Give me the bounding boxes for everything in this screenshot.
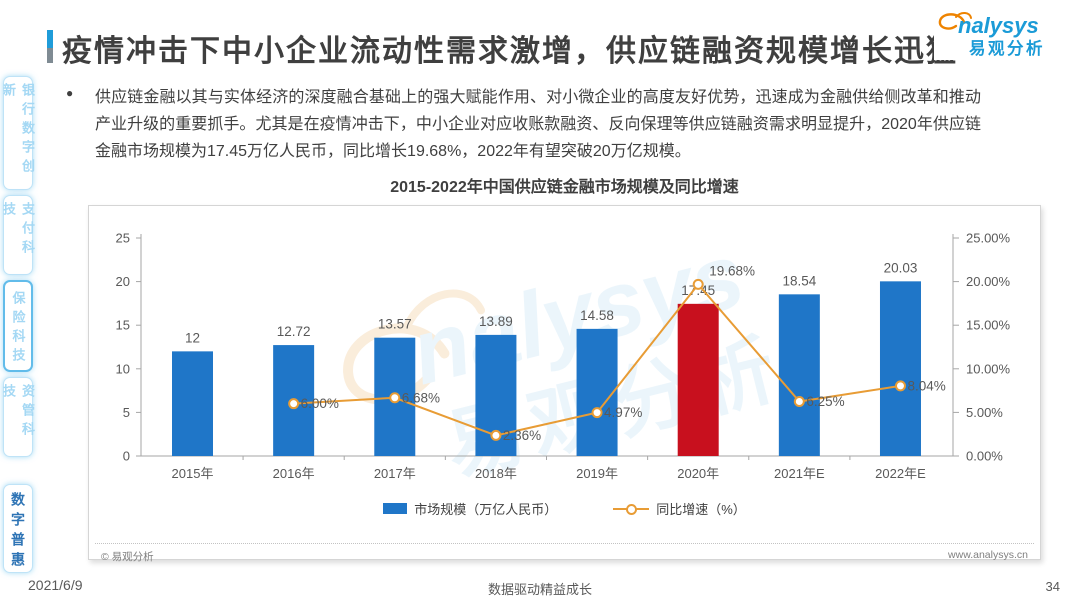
left-axis-tick-label: 25 xyxy=(116,231,130,246)
intro-paragraph: 供应链金融以其与实体经济的深度融合基础上的强大赋能作用、对小微企业的高度友好优势… xyxy=(95,89,981,160)
bar-value-label: 13.57 xyxy=(378,317,412,332)
chart-legend: 市场规模（万亿人民币） 同比增速（%） xyxy=(89,499,1040,518)
line-point-2021年E xyxy=(793,396,805,407)
sidebar-item-digital-inclusion[interactable]: 数字普惠 xyxy=(3,484,33,573)
card-divider xyxy=(95,543,1034,544)
left-axis-tick-label: 20 xyxy=(116,274,130,289)
logo-cn-text: 易观分析 xyxy=(969,38,1045,58)
line-point-2022年E xyxy=(894,380,906,392)
line-point-2016年 xyxy=(288,398,300,410)
line-value-label: 6.00% xyxy=(301,396,339,411)
x-axis-label: 2016年 xyxy=(273,466,315,481)
bar-swatch-icon xyxy=(383,503,408,514)
card-footer: © 易观分析 www.analysys.cn xyxy=(101,549,1028,564)
bar-value-label: 14.58 xyxy=(580,308,614,323)
sidebar-item-payment-tech[interactable]: 支付科技 xyxy=(1,195,35,275)
logo-brand-text: nalysys xyxy=(958,13,1039,38)
line-swatch-icon xyxy=(613,503,650,515)
line-value-label: 4.97% xyxy=(604,405,642,420)
line-value-label: 2.36% xyxy=(503,428,541,443)
legend-label: 市场规模（万亿人民币） xyxy=(414,502,558,517)
left-axis-tick-label: 10 xyxy=(116,361,130,376)
right-axis-tick-label: 15.00% xyxy=(966,318,1011,333)
right-axis-tick-label: 20.00% xyxy=(966,274,1011,289)
left-axis-tick-label: 5 xyxy=(123,405,130,420)
right-axis-tick-label: 0.00% xyxy=(966,449,1003,464)
x-axis-label: 2019年 xyxy=(576,466,618,481)
bar-2015年 xyxy=(172,351,213,456)
analysys-logo-swoosh xyxy=(938,12,972,30)
line-value-label: 19.68% xyxy=(709,263,755,278)
bar-value-label: 13.89 xyxy=(479,314,513,329)
right-axis-tick-label: 10.00% xyxy=(966,361,1011,376)
page-title: 疫情冲击下中小企业流动性需求激增，供应链融资规模增长迅猛 xyxy=(62,35,958,68)
line-value-label: 8.04% xyxy=(907,378,945,393)
x-axis-label: 2018年 xyxy=(475,466,517,481)
x-axis-label: 2021年E xyxy=(774,466,825,481)
chart-source: © 易观分析 xyxy=(101,551,154,563)
x-axis-label: 2022年E xyxy=(875,466,926,481)
bullet-icon: ● xyxy=(66,86,74,100)
x-axis-label: 2015年 xyxy=(172,466,214,481)
bar-2020年 xyxy=(677,303,719,456)
chart-plot: 0 5 10 15 20 25 0.00% 5.00% 10.00% 15.00% 20.00% 25… xyxy=(116,231,1011,482)
legend-item-growth-rate: 同比增速（%） xyxy=(613,499,746,518)
line-point-2020年 xyxy=(692,278,704,290)
chart-card: nalysys 易观分析 05101520250.00%5.00%10.00%1… xyxy=(88,205,1041,563)
footer-slogan: 数据驱动精益成长 xyxy=(487,582,592,597)
analysys-logo: nalysys 易观分析 xyxy=(934,10,1066,60)
line-value-label: 6.68% xyxy=(402,390,440,405)
line-point-2018年 xyxy=(490,429,502,441)
x-axis-label: 2017年 xyxy=(374,466,416,481)
footer-date: 2021/6/9 xyxy=(28,577,83,593)
bar-2022年E xyxy=(879,281,921,456)
bar-value-label: 12.72 xyxy=(277,324,311,339)
left-axis-tick-label: 0 xyxy=(123,449,130,464)
sidebar-item-bank-digital[interactable]: 银行数字创新 xyxy=(1,76,35,190)
right-axis-tick-label: 25.00% xyxy=(966,231,1011,246)
analysys-site-link[interactable]: www.analysys.cn xyxy=(948,549,1028,561)
page-number: 34 xyxy=(1045,579,1060,594)
sidebar-item-insurance-tech[interactable]: 保险科技 xyxy=(3,280,33,372)
line-point-2019年 xyxy=(591,407,603,419)
legend-label: 同比增速（%） xyxy=(656,502,746,517)
bar-value-label: 12 xyxy=(185,330,200,345)
bar-value-label: 18.54 xyxy=(782,273,816,288)
x-axis-label: 2020年 xyxy=(677,466,719,481)
right-axis-tick-label: 5.00% xyxy=(966,405,1003,420)
bar-value-label: 20.03 xyxy=(884,260,918,275)
legend-item-market-size: 市场规模（万亿人民币） xyxy=(383,499,557,518)
left-axis-tick-label: 15 xyxy=(116,318,130,333)
line-value-label: 6.25% xyxy=(806,394,844,409)
bar-2021年E xyxy=(778,294,820,456)
chart-title: 2015-2022年中国供应链金融市场规模及同比增速 xyxy=(390,179,739,196)
bar-2019年 xyxy=(576,328,618,456)
title-accent-bar xyxy=(47,30,53,63)
line-point-2017年 xyxy=(389,392,401,404)
sidebar-item-asset-mgmt-tech[interactable]: 资管科技 xyxy=(1,377,35,457)
